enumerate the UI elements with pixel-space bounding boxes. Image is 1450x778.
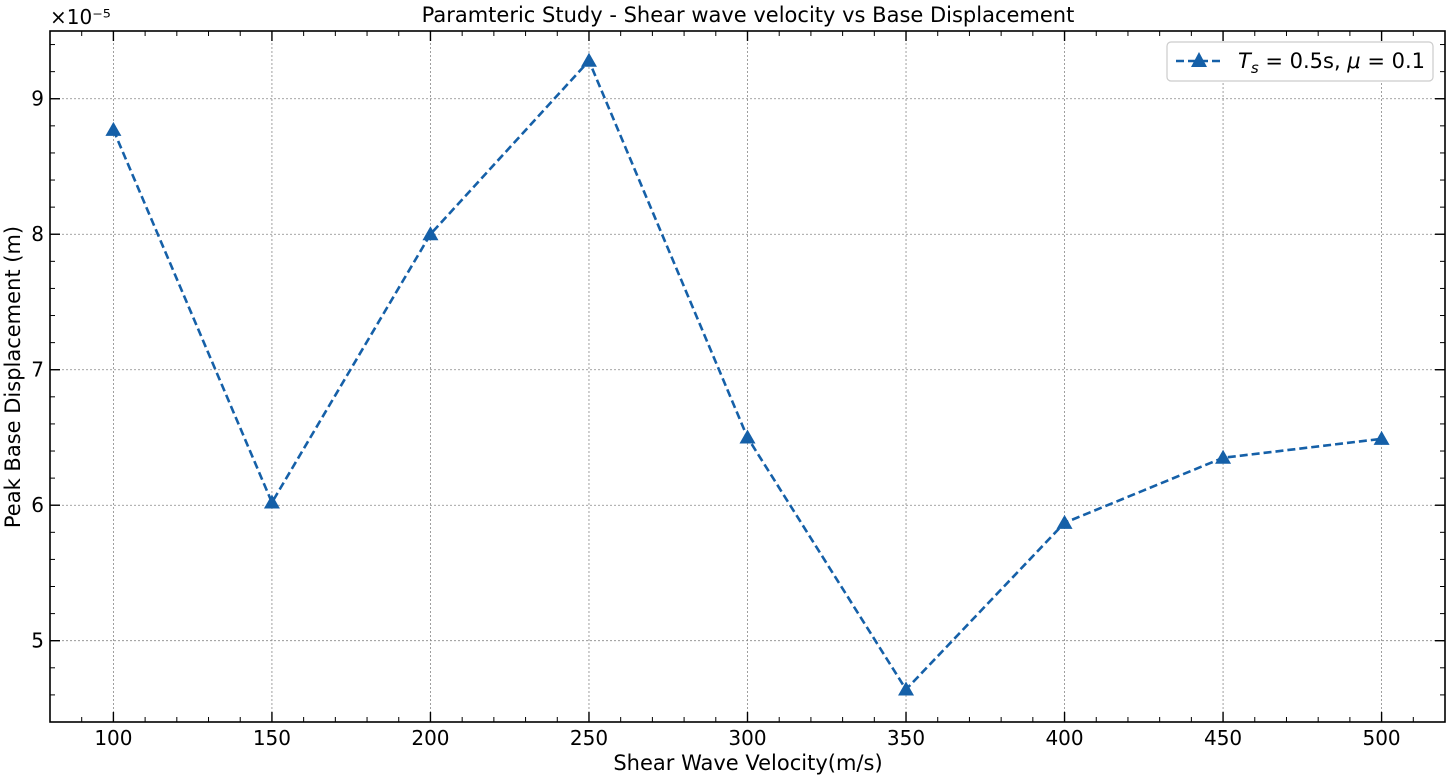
series-layer (105, 52, 1390, 696)
data-point-triangle (898, 681, 915, 696)
legend: Ts = 0.5s, μ = 0.1 (1166, 41, 1434, 82)
x-tick-label: 500 (1362, 726, 1400, 750)
legend-label: Ts = 0.5s, μ = 0.1 (1238, 49, 1425, 77)
legend-equals-1: = 0.5s, (1259, 49, 1348, 73)
x-tick-label: 150 (253, 726, 291, 750)
legend-marker-triangle (1191, 52, 1207, 67)
y-axis-title: Peak Base Displacement (m) (1, 226, 25, 528)
y-offset-text: ×10⁻⁵ (50, 5, 111, 29)
x-tick-label: 200 (411, 726, 449, 750)
data-point-triangle (1056, 514, 1073, 529)
grid (50, 31, 1445, 722)
x-tick-label: 350 (887, 726, 925, 750)
data-point-triangle (580, 52, 597, 67)
legend-equals-2: = 0.1 (1361, 49, 1425, 73)
x-tick-label: 400 (1045, 726, 1083, 750)
legend-box (1166, 41, 1434, 82)
x-tick-label: 450 (1204, 726, 1242, 750)
data-point-triangle (1215, 449, 1232, 464)
legend-symbol-t: T (1238, 49, 1253, 73)
y-tick-label: 7 (31, 358, 44, 382)
x-tick-label: 250 (570, 726, 608, 750)
chart-title: Paramteric Study - Shear wave velocity v… (422, 3, 1075, 27)
x-tick-label: 300 (728, 726, 766, 750)
y-tick-label: 9 (31, 87, 44, 111)
legend-subscript-s: s (1251, 59, 1259, 77)
data-point-triangle (1373, 430, 1390, 445)
data-point-triangle (739, 429, 756, 444)
x-tick-label: 100 (94, 726, 132, 750)
data-point-triangle (263, 494, 280, 509)
axis-ticks: 100 150 200 250 300 350 400 450 500 5 6 7 8 9 (31, 31, 1446, 750)
legend-symbol-mu: μ (1346, 49, 1360, 73)
y-tick-label: 5 (31, 629, 44, 653)
plot-area-frame (49, 30, 1446, 723)
data-point-triangle (422, 226, 439, 241)
data-point-triangle (105, 121, 122, 136)
y-tick-label: 6 (31, 493, 44, 517)
x-axis-title: Shear Wave Velocity(m/s) (613, 751, 882, 775)
y-tick-label: 8 (31, 222, 44, 246)
